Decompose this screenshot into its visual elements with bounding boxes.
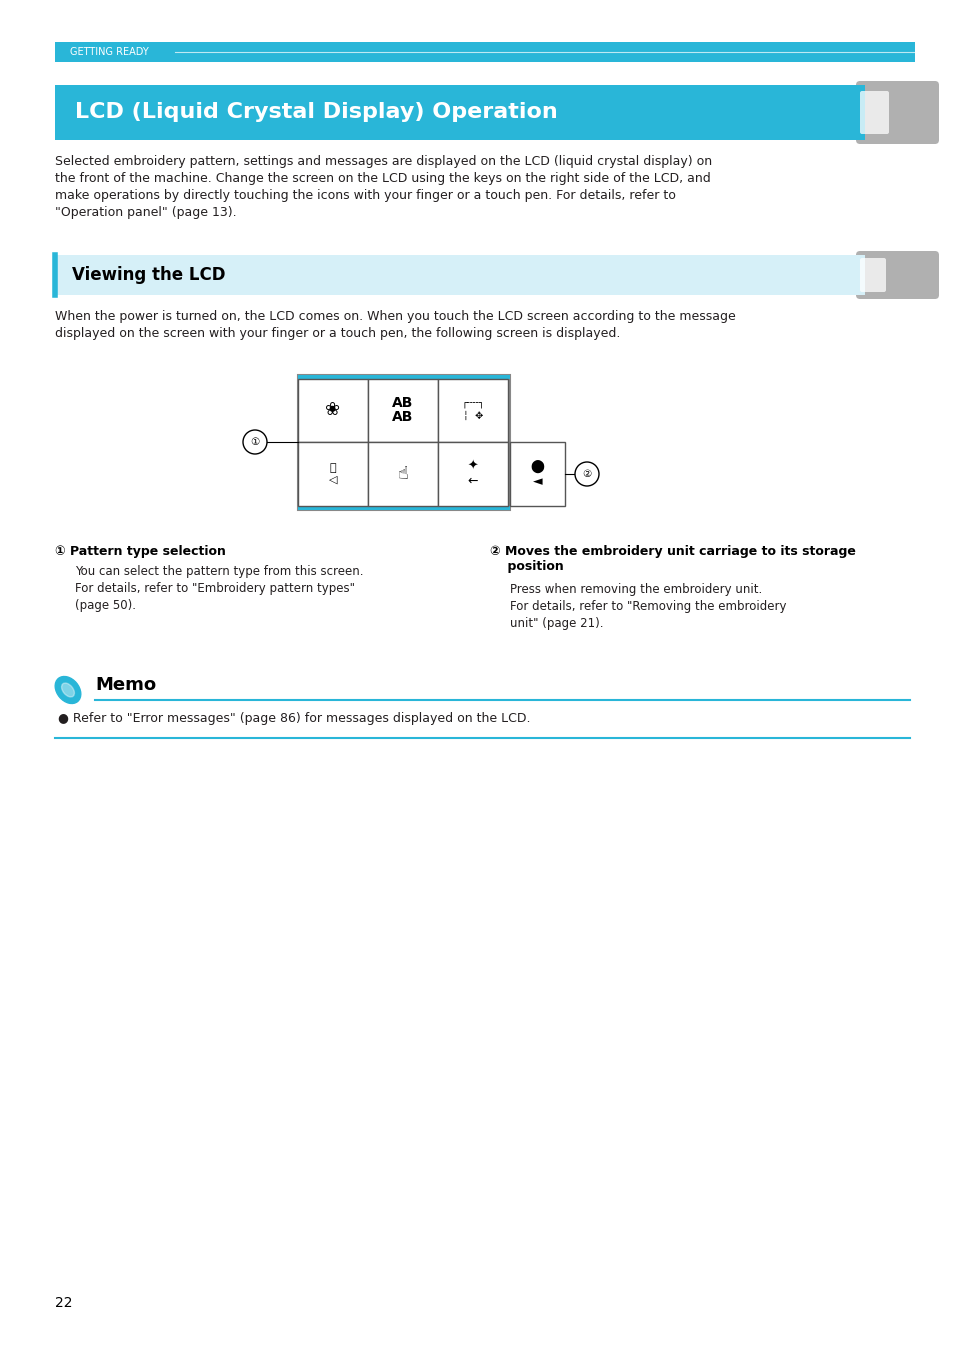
- Bar: [297, 442, 368, 506]
- Text: ● Refer to "Error messages" (page 86) for messages displayed on the LCD.: ● Refer to "Error messages" (page 86) fo…: [58, 712, 530, 725]
- Bar: [297, 375, 510, 379]
- FancyBboxPatch shape: [859, 92, 888, 133]
- Text: Press when removing the embroidery unit.
For details, refer to "Removing the emb: Press when removing the embroidery unit.…: [510, 582, 785, 630]
- Text: AB
AB: AB AB: [392, 396, 414, 425]
- Ellipse shape: [55, 677, 81, 704]
- Bar: [368, 379, 437, 442]
- Text: ⬤
◄: ⬤ ◄: [530, 460, 544, 488]
- FancyBboxPatch shape: [859, 257, 885, 293]
- Bar: [510, 442, 564, 506]
- Bar: [55, 85, 864, 140]
- Ellipse shape: [62, 683, 74, 697]
- FancyBboxPatch shape: [855, 251, 938, 299]
- Text: GETTING READY: GETTING READY: [70, 47, 149, 57]
- Text: ✦
←: ✦ ←: [467, 460, 477, 488]
- Bar: [297, 379, 368, 442]
- Text: Viewing the LCD: Viewing the LCD: [71, 266, 225, 284]
- Bar: [55, 42, 914, 62]
- Bar: [368, 442, 437, 506]
- Bar: [55, 255, 864, 295]
- Bar: [297, 375, 510, 510]
- Text: ┌╌╌┐
╎  ✥: ┌╌╌┐ ╎ ✥: [460, 399, 484, 421]
- Text: ②: ②: [581, 469, 591, 479]
- Circle shape: [243, 430, 267, 454]
- Text: ② Moves the embroidery unit carriage to its storage
    position: ② Moves the embroidery unit carriage to …: [490, 545, 855, 573]
- Bar: [437, 442, 507, 506]
- Text: ❀: ❀: [325, 400, 340, 419]
- FancyBboxPatch shape: [855, 81, 938, 144]
- Text: ①: ①: [250, 437, 259, 448]
- Text: 22: 22: [55, 1295, 72, 1310]
- Text: Memo: Memo: [95, 675, 156, 694]
- Text: ☝: ☝: [397, 465, 408, 483]
- Text: When the power is turned on, the LCD comes on. When you touch the LCD screen acc: When the power is turned on, the LCD com…: [55, 310, 735, 340]
- Circle shape: [575, 462, 598, 487]
- Text: ⬜
◁: ⬜ ◁: [329, 464, 337, 485]
- Text: LCD (Liquid Crystal Display) Operation: LCD (Liquid Crystal Display) Operation: [75, 102, 558, 123]
- Bar: [297, 506, 510, 510]
- Bar: [437, 379, 507, 442]
- Text: ① Pattern type selection: ① Pattern type selection: [55, 545, 226, 558]
- Text: You can select the pattern type from this screen.
For details, refer to "Embroid: You can select the pattern type from thi…: [75, 565, 363, 612]
- Text: Selected embroidery pattern, settings and messages are displayed on the LCD (liq: Selected embroidery pattern, settings an…: [55, 155, 711, 218]
